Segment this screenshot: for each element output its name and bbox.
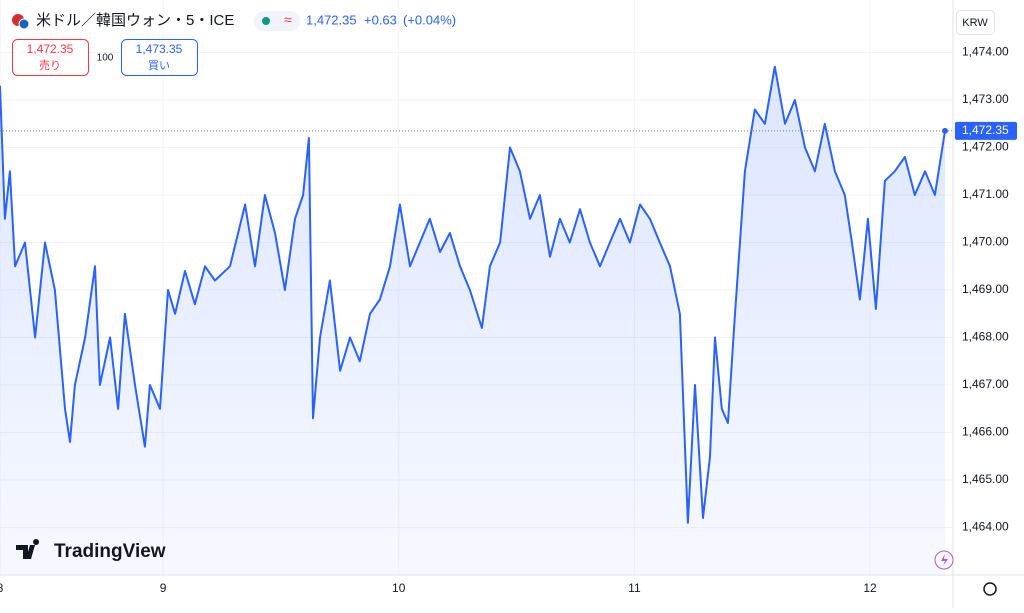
y-tick-label: 1,467.00 bbox=[962, 377, 1009, 391]
alert-icon-bolt bbox=[941, 554, 948, 566]
x-tick-label: 10 bbox=[392, 581, 406, 595]
sell-button[interactable] bbox=[12, 39, 89, 76]
x-tick-label: 8 bbox=[0, 581, 4, 595]
currency: KRW bbox=[962, 17, 988, 29]
status-icon: ≈ bbox=[284, 12, 292, 28]
y-tick-label: 1,464.00 bbox=[962, 520, 1009, 534]
settings-button[interactable] bbox=[983, 582, 997, 596]
logo-text: TradingView bbox=[54, 541, 166, 562]
x-tick-label: 11 bbox=[628, 581, 641, 595]
y-tick-label: 1,470.00 bbox=[962, 235, 1009, 249]
sell-price: 1,472.35 bbox=[27, 42, 74, 56]
y-tick-label: 1,473.00 bbox=[962, 92, 1009, 106]
last-point bbox=[941, 127, 948, 134]
spread: 100 bbox=[97, 53, 114, 64]
area-fill bbox=[0, 66, 945, 575]
price-change: +0.63 bbox=[364, 12, 397, 27]
plot-area bbox=[0, 0, 953, 575]
y-tick-label: 1,472.00 bbox=[962, 140, 1009, 154]
market-status bbox=[262, 17, 270, 25]
y-tick-label: 1,471.00 bbox=[962, 187, 1009, 201]
buy-button[interactable] bbox=[121, 39, 198, 76]
last-price-tag bbox=[955, 121, 1017, 140]
last-price: 1,472.35 bbox=[306, 12, 357, 27]
y-tick-label: 1,465.00 bbox=[962, 472, 1009, 486]
currency-button[interactable] bbox=[956, 10, 995, 35]
y-tick-label: 1,468.00 bbox=[962, 330, 1009, 344]
axis-overlay: 1,464.00 1,465.00 1,466.00 1,467.00 1,468.00… bbox=[0, 45, 1017, 595]
flag-icon bbox=[18, 18, 30, 30]
logo-icon bbox=[16, 539, 40, 559]
y-tick-label: 1,466.00 bbox=[962, 425, 1009, 439]
buy-price: 1,473.35 bbox=[136, 42, 183, 56]
sell-label: 売り bbox=[39, 59, 61, 72]
price-line bbox=[0, 65, 946, 524]
x-tick-label: 12 bbox=[863, 581, 877, 595]
y-tick-label: 1,469.00 bbox=[962, 282, 1009, 296]
symbol-title: 米ドル／韓国ウォン・5・ICE bbox=[36, 12, 234, 29]
last-price-tag-label: 1,472.35 bbox=[962, 123, 1009, 137]
price-change-pct: (+0.04%) bbox=[403, 12, 456, 27]
y-tick-label: 1,474.00 bbox=[962, 45, 1009, 59]
status-badge bbox=[254, 11, 300, 31]
x-tick-label: 9 bbox=[160, 581, 167, 595]
buy-label: 買い bbox=[148, 59, 170, 72]
